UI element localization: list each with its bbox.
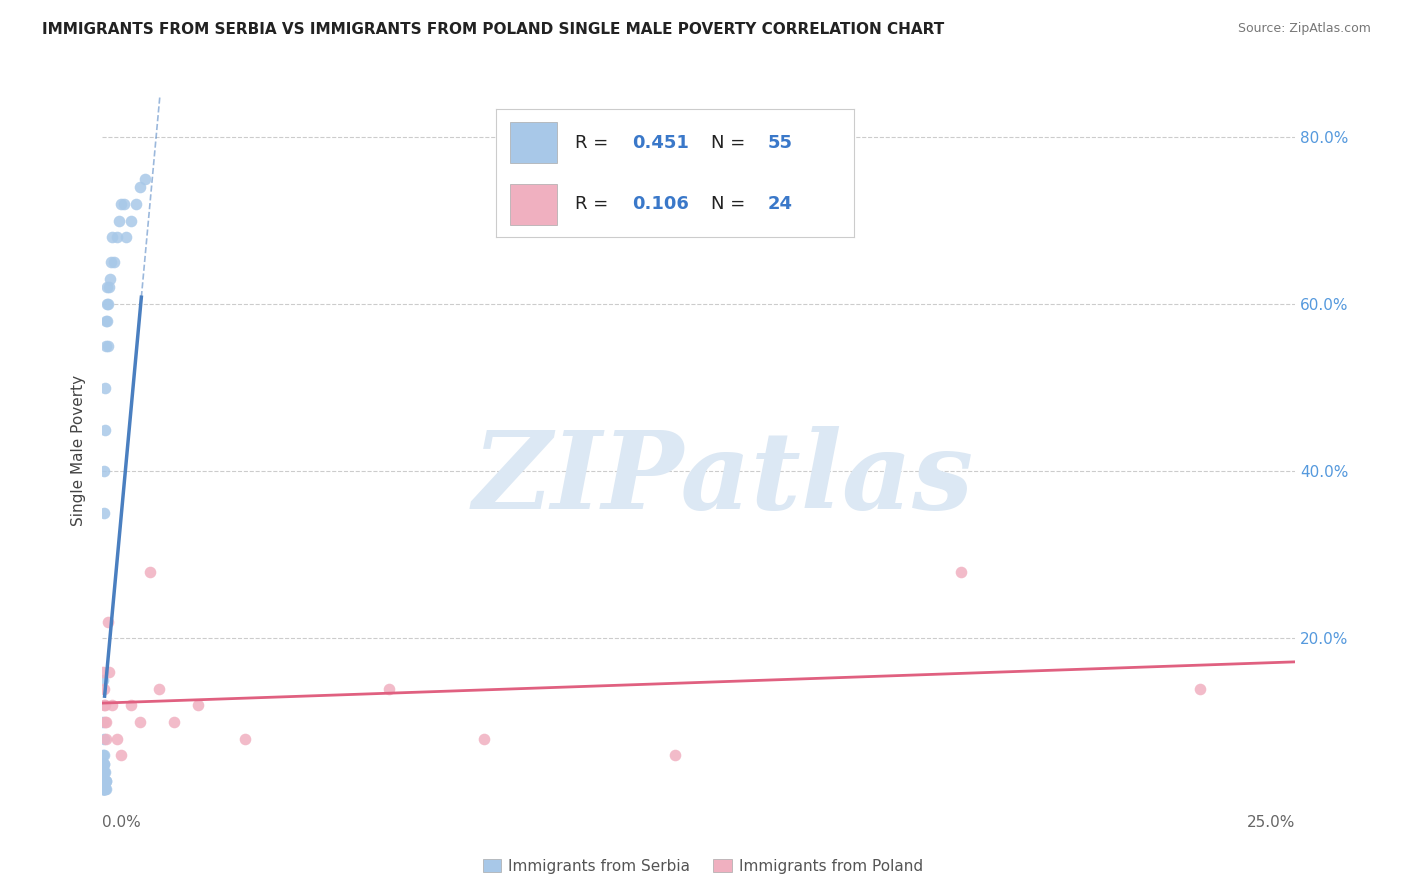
Point [950,565,973,579]
Point [94,381,117,395]
Point [664,748,686,763]
Point [93,781,115,796]
Point [91,765,114,780]
Point [94,781,117,796]
Point [110,197,132,211]
Point [94,314,117,328]
Point [94,731,117,746]
Point [93,773,115,788]
Point [93,765,115,780]
Point [98,665,121,679]
Point [93,765,115,780]
Point [108,213,131,227]
Point [94,714,117,729]
Point [93,773,115,788]
Point [91,781,114,796]
Point [97,615,120,629]
Point [129,714,152,729]
Point [91,665,114,679]
Point [93,773,115,788]
Point [377,681,399,696]
Point [97,297,120,311]
Point [94,773,117,788]
Point [120,698,142,713]
Text: ZIPatlas: ZIPatlas [472,425,973,532]
Point [148,681,170,696]
Text: 25.0%: 25.0% [1247,814,1295,830]
Point [91,773,114,788]
Point [91,773,114,788]
Point [91,748,114,763]
Point [235,731,257,746]
Point [93,731,115,746]
Y-axis label: Single Male Poverty: Single Male Poverty [72,375,86,526]
Point [94,781,117,796]
Point [100,255,122,269]
Point [1188,681,1211,696]
Text: Source: ZipAtlas.com: Source: ZipAtlas.com [1237,22,1371,36]
Point [94,773,117,788]
Point [103,255,125,269]
Point [96,280,118,294]
Point [472,731,495,746]
Point [97,339,120,353]
Text: IMMIGRANTS FROM SERBIA VS IMMIGRANTS FROM POLAND SINGLE MALE POVERTY CORRELATION: IMMIGRANTS FROM SERBIA VS IMMIGRANTS FRO… [42,22,945,37]
Point [93,506,115,520]
Point [93,773,115,788]
Point [94,698,117,713]
Point [93,765,115,780]
Point [139,565,162,579]
Point [93,423,115,437]
Text: 0.0%: 0.0% [103,814,141,830]
Point [100,230,122,244]
Point [93,756,115,771]
Point [134,172,156,186]
Point [124,197,146,211]
Point [96,314,118,328]
Point [120,213,142,227]
Point [91,781,114,796]
Point [93,681,115,696]
Point [105,731,128,746]
Point [93,781,115,796]
Point [163,714,186,729]
Point [93,748,115,763]
Point [105,230,128,244]
Point [93,714,115,729]
Point [91,673,114,688]
Point [96,297,118,311]
Point [110,748,132,763]
Point [112,197,135,211]
Point [187,698,209,713]
Point [93,756,115,771]
Point [100,698,122,713]
Point [98,272,121,286]
Point [93,464,115,478]
Point [91,756,114,771]
Point [129,180,152,194]
Point [91,714,114,729]
Legend: Immigrants from Serbia, Immigrants from Poland: Immigrants from Serbia, Immigrants from … [477,853,929,880]
Point [93,781,115,796]
Point [98,280,121,294]
Point [91,781,114,796]
Point [94,339,117,353]
Point [93,698,115,713]
Point [115,230,138,244]
Point [94,773,117,788]
Point [93,781,115,796]
